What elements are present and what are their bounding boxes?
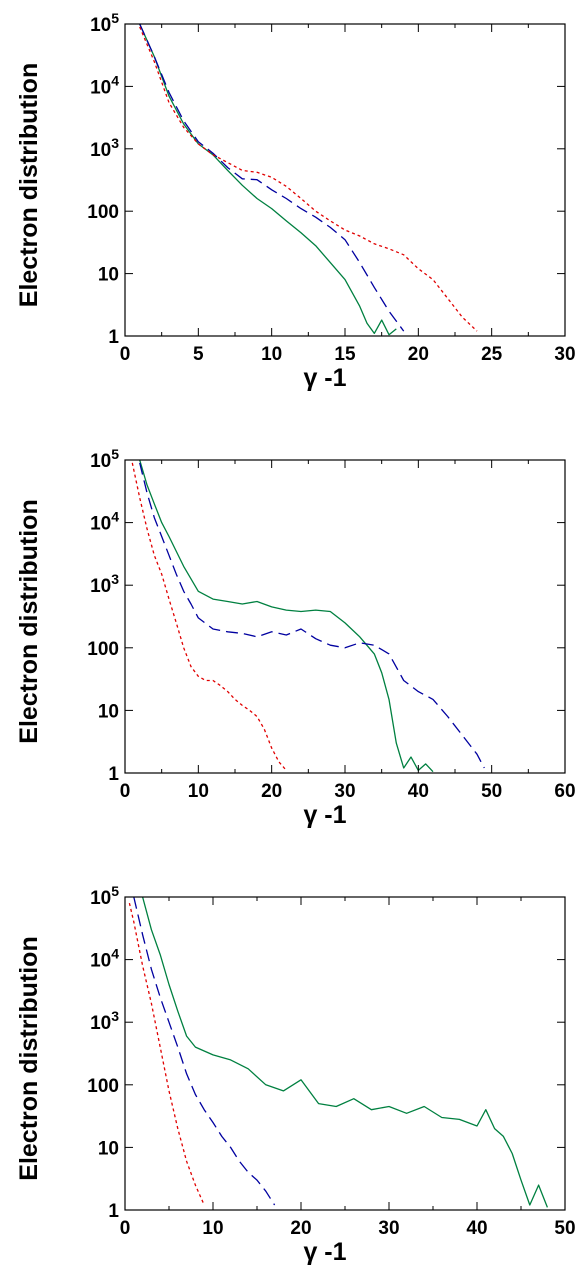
x-axis-title: γ -1: [303, 364, 346, 392]
x-tick-label: 20: [290, 1218, 311, 1239]
y-tick-label: 105: [90, 883, 119, 909]
x-tick-label: 20: [261, 781, 282, 802]
x-tick-label: 50: [554, 1218, 575, 1239]
series-line-3: [131, 462, 287, 771]
x-tick-label: 50: [481, 781, 502, 802]
x-axis-title: γ -1: [303, 1238, 346, 1266]
y-tick-label: 10: [98, 1138, 119, 1159]
x-tick-label: 15: [334, 344, 356, 365]
x-axis-title: γ -1: [303, 801, 346, 829]
series-line-1: [139, 460, 434, 773]
series-group: [139, 24, 478, 336]
y-tick-label: 105: [90, 10, 119, 36]
x-tick-label: 30: [554, 344, 575, 365]
x-tick-label: 10: [202, 1218, 223, 1239]
x-tick-label: 40: [408, 781, 429, 802]
x-tick-label: 25: [481, 344, 503, 365]
series-group: [131, 460, 485, 773]
x-tick-label: 20: [408, 344, 429, 365]
x-tick-label: 10: [188, 781, 209, 802]
series-line-2: [139, 462, 485, 769]
x-tick-label: 0: [120, 344, 131, 365]
y-tick-label: 100: [87, 639, 119, 660]
series-line-2: [139, 24, 405, 332]
y-tick-label: 1: [108, 327, 119, 348]
y-axis-title: Electron distribution: [15, 499, 43, 743]
y-tick-label: 1: [108, 764, 119, 785]
series-line-3: [128, 902, 205, 1206]
x-tick-label: 30: [334, 781, 355, 802]
x-tick-label: 0: [120, 1218, 131, 1239]
y-tick-label: 104: [90, 72, 119, 98]
y-tick-label: 10: [98, 701, 119, 722]
series-line-1: [141, 897, 549, 1208]
x-tick-label: 10: [261, 344, 282, 365]
y-tick-label: 103: [90, 571, 119, 597]
y-axis-title: Electron distribution: [15, 936, 43, 1180]
plot-frame: [124, 23, 566, 337]
plot-frame: [124, 459, 566, 774]
y-tick-label: 104: [90, 946, 119, 972]
y-tick-label: 104: [90, 509, 119, 535]
x-tick-label: 30: [378, 1218, 399, 1239]
y-axis-title: Electron distribution: [15, 63, 43, 307]
panel-2: 0 10 20 30 40 50 60 1 10 100 103 104 105 γ -1 Electron…: [15, 446, 576, 829]
y-tick-label: 105: [90, 446, 119, 472]
x-tick-label: 5: [193, 344, 204, 365]
series-line-1: [139, 24, 397, 336]
series-line-2: [133, 897, 276, 1206]
y-tick-label: 100: [87, 202, 119, 223]
x-tick-label: 0: [120, 781, 131, 802]
series-group: [128, 897, 549, 1208]
y-tick-label: 103: [90, 1008, 119, 1034]
y-tick-label: 1: [108, 1201, 119, 1222]
y-tick-label: 100: [87, 1076, 119, 1097]
x-tick-label: 60: [554, 781, 575, 802]
panel-1: 0 5 10 15 20 25 30 1 10 100 103 104 105 γ -1 Electron …: [15, 10, 576, 392]
x-tick-label: 40: [466, 1218, 487, 1239]
y-tick-label: 10: [98, 265, 119, 286]
y-tick-label: 103: [90, 135, 119, 161]
series-line-3: [139, 26, 478, 332]
panel-3: 0 10 20 30 40 50 1 10 100 103 104 105 γ -1 Electron d…: [15, 883, 576, 1266]
plot-frame: [124, 896, 566, 1211]
